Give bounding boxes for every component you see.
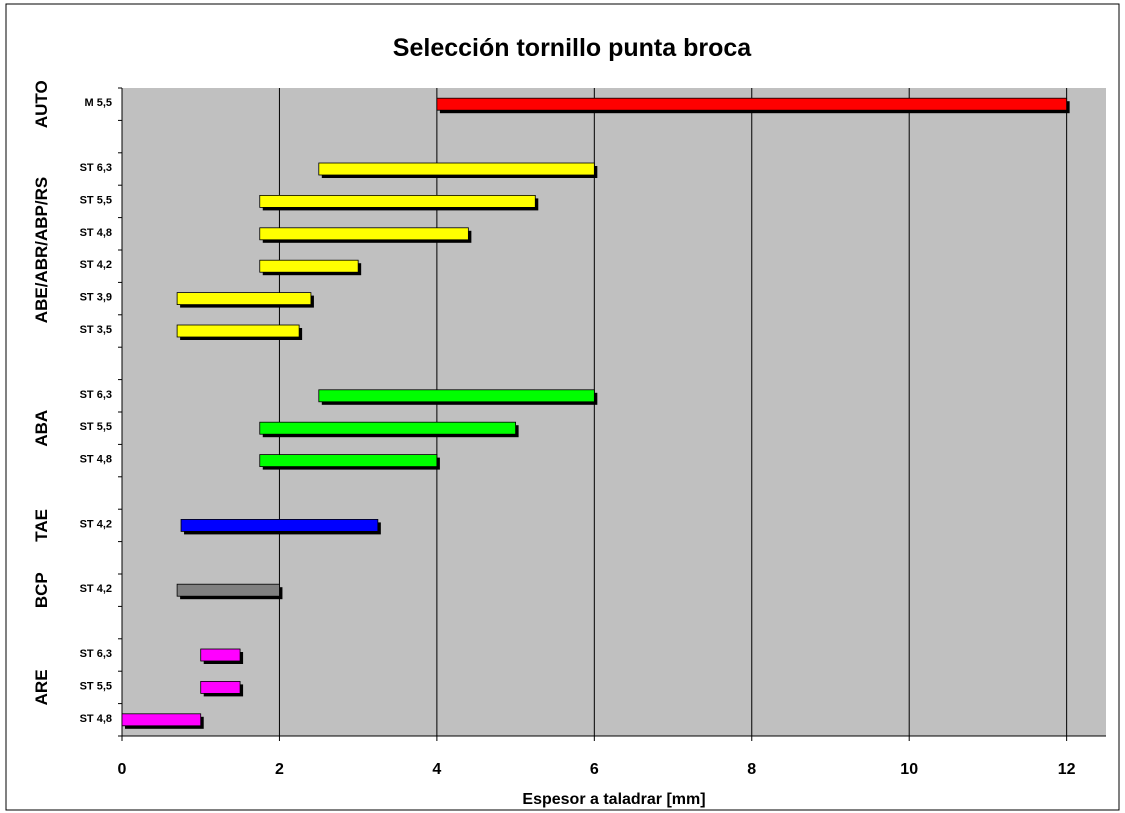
group-label: TAE (32, 509, 51, 542)
axes (118, 87, 1106, 741)
category-label: ST 4,2 (80, 259, 112, 271)
bar (259, 421, 517, 435)
x-tick-label: 2 (275, 761, 284, 778)
bar (200, 681, 241, 694)
category-label: ST 5,5 (80, 194, 112, 206)
group-label: ABE/ABR/ABP/RS (32, 177, 51, 323)
category-label: ST 6,3 (80, 389, 112, 401)
x-tick-label: 6 (590, 761, 599, 778)
labels: 0 2 4 6 8 10 12 M 5,5 ST 6,3 ST 5,5 ST 4,8 ST 4,2 ST… (32, 80, 1076, 778)
category-label: ST 3,5 (80, 324, 112, 336)
x-tick-label: 12 (1058, 761, 1076, 778)
bar (318, 162, 595, 176)
group-label: ARE (32, 669, 51, 705)
group-label: ABA (32, 410, 51, 447)
category-label: M 5,5 (84, 97, 112, 109)
category-label: ST 5,5 (80, 680, 112, 692)
bar (176, 292, 312, 306)
x-tick-label: 0 (118, 761, 127, 778)
x-tick-label: 8 (747, 761, 756, 778)
x-tick-label: 4 (432, 761, 441, 778)
category-label: ST 4,2 (80, 518, 112, 530)
category-label: ST 3,9 (80, 292, 112, 304)
bars (121, 97, 1070, 729)
bar (176, 324, 300, 338)
group-label: BCP (32, 572, 51, 608)
category-label: ST 5,5 (80, 421, 112, 433)
category-label: ST 4,2 (80, 583, 112, 595)
bar (121, 713, 202, 727)
bar (436, 97, 1068, 111)
group-label: AUTO (32, 80, 51, 128)
chart-title: Selección tornillo punta broca (393, 34, 752, 62)
x-tick-label: 10 (900, 761, 918, 778)
bar (180, 519, 379, 532)
bar (318, 389, 595, 403)
bar (259, 227, 469, 241)
x-axis-label: Espesor a taladrar [mm] (522, 791, 705, 808)
category-label: ST 4,8 (80, 713, 112, 725)
bar (200, 648, 241, 662)
bar (259, 259, 359, 273)
bar (259, 194, 536, 208)
category-label: ST 4,8 (80, 454, 112, 466)
bar (176, 583, 280, 597)
category-label: ST 6,3 (80, 162, 112, 174)
bar (259, 454, 438, 468)
category-label: ST 4,8 (80, 227, 112, 239)
plot-area (122, 88, 1106, 736)
category-label: ST 6,3 (80, 648, 112, 660)
